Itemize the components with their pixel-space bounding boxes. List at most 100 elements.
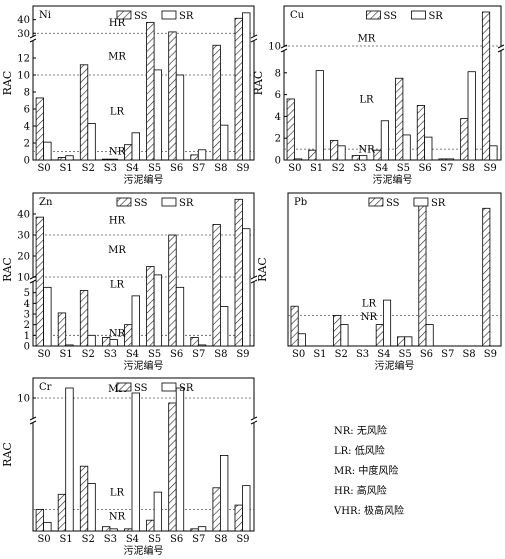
x-tick-label: S7 bbox=[440, 163, 453, 174]
chart-pb: S0 S1 S2 S3 S4 S5 S6 S7 S8 S9 LR NR Pb SS SR RAC 污泥编号 bbox=[256, 192, 502, 372]
legend-swatch-sr bbox=[161, 10, 177, 20]
x-tick-label: S8 bbox=[214, 349, 227, 360]
y-tick-label: 8 bbox=[275, 68, 281, 79]
bar-sr bbox=[87, 334, 96, 347]
x-tick-label: S7 bbox=[192, 349, 205, 360]
bar-ss bbox=[124, 528, 133, 532]
x-tick-label: S3 bbox=[104, 534, 117, 545]
bar-ss bbox=[397, 336, 406, 347]
x-tick-label: S4 bbox=[126, 534, 139, 545]
x-tick-label: S9 bbox=[484, 163, 497, 174]
bar-sr bbox=[43, 286, 52, 347]
y-tick-label: 40 bbox=[17, 210, 30, 221]
bar-ss bbox=[57, 312, 67, 347]
bar-ss bbox=[290, 305, 299, 347]
y-tick-label: 6 bbox=[24, 105, 30, 116]
legend-label-ss: SS bbox=[383, 11, 397, 22]
bar-sr bbox=[359, 155, 368, 161]
bar-sr bbox=[380, 120, 389, 161]
x-tick-label: S1 bbox=[60, 163, 73, 174]
plot-frame bbox=[32, 5, 255, 161]
bar-sr bbox=[402, 134, 411, 161]
zone-label: NR bbox=[109, 329, 126, 340]
metal-label: Pb bbox=[294, 197, 307, 208]
bar-sr bbox=[153, 274, 163, 347]
bar-sr bbox=[153, 69, 163, 161]
bar-ss bbox=[373, 149, 382, 161]
x-tick-label: S2 bbox=[82, 163, 95, 174]
y-axis-label: RAC bbox=[256, 257, 269, 282]
zone-label: LR bbox=[110, 107, 125, 118]
x-tick-label: S9 bbox=[236, 534, 249, 545]
legend-swatch-sr bbox=[161, 197, 177, 207]
bar-ss bbox=[212, 487, 221, 532]
bar-ss bbox=[190, 337, 199, 347]
y-tick-label: 30 bbox=[17, 231, 30, 242]
x-tick-label: S6 bbox=[170, 163, 183, 174]
y-axis-label: RAC bbox=[1, 71, 14, 96]
bar-sr bbox=[197, 526, 207, 532]
x-tick-label: S3 bbox=[356, 349, 369, 360]
bar-sr bbox=[340, 324, 349, 347]
plot-frame bbox=[283, 5, 502, 161]
metal-label: Cu bbox=[290, 10, 305, 21]
legend-swatch-ss bbox=[116, 382, 132, 392]
y-tick-label: 3 bbox=[24, 310, 30, 321]
zone-label: NR bbox=[358, 145, 375, 156]
bar-sr bbox=[337, 145, 346, 161]
chart-cu: S0 S1 S2 S3 S4 S5 S6 S7 S8 S9 0 2 4 6 8 10 MR LR NR Cu SS SR R… bbox=[252, 5, 505, 186]
legend-nr: NR: 无风险 bbox=[334, 426, 387, 437]
bar-ss bbox=[146, 266, 155, 347]
bar-sr bbox=[153, 491, 163, 532]
bar-ss bbox=[395, 77, 404, 161]
axis-break-mark bbox=[250, 34, 258, 39]
x-tick-label: S6 bbox=[418, 163, 431, 174]
bar-ss bbox=[146, 21, 155, 161]
axis-break-mark bbox=[497, 44, 505, 49]
chart-cr: S0S1S2S3S4S5S6S7S8S910MRLRNRCrSSSRRAC污泥编… bbox=[1, 377, 258, 557]
x-tick-label: S7 bbox=[192, 534, 205, 545]
legend-swatch-sr bbox=[161, 382, 177, 392]
bar-sr bbox=[242, 12, 251, 161]
y-tick-label: 4 bbox=[24, 122, 30, 133]
y-tick-label: 0 bbox=[24, 156, 30, 167]
bar-ss bbox=[333, 314, 342, 347]
x-axis-label: 污泥编号 bbox=[373, 173, 413, 186]
axis-break-gap bbox=[30, 36, 257, 41]
x-tick-label: S1 bbox=[60, 349, 73, 360]
x-tick-label: S0 bbox=[37, 163, 50, 174]
zone-label: NR bbox=[361, 312, 378, 323]
bar-sr bbox=[197, 344, 207, 347]
y-tick-label: 2 bbox=[275, 134, 281, 145]
legend-swatch-sr bbox=[413, 197, 429, 207]
bar-ss bbox=[286, 98, 295, 161]
y-tick-label: 2 bbox=[24, 139, 30, 150]
zone-label: MR bbox=[108, 245, 126, 256]
y-tick-label: 10 bbox=[268, 42, 281, 53]
bar-sr bbox=[294, 158, 303, 161]
legend-mr: MR: 中度风险 bbox=[334, 466, 399, 477]
legend-label-sr: SR bbox=[179, 11, 194, 22]
x-axis-label: 污泥编号 bbox=[124, 544, 164, 557]
bar-ss bbox=[460, 118, 469, 161]
legend-swatch-ss bbox=[368, 197, 384, 207]
zone-label: HR bbox=[109, 216, 126, 227]
bar-sr bbox=[109, 158, 118, 161]
bar-sr bbox=[131, 295, 140, 347]
x-tick-label: S5 bbox=[148, 534, 161, 545]
y-tick-label: 10 bbox=[17, 394, 30, 405]
bar-ss bbox=[79, 64, 89, 161]
x-tick-label: S7 bbox=[441, 349, 454, 360]
x-tick-label: S8 bbox=[214, 534, 227, 545]
bar-sr bbox=[43, 521, 52, 532]
x-tick-label: S9 bbox=[484, 349, 497, 360]
bar-ss bbox=[330, 139, 339, 161]
axis-break-gap bbox=[30, 277, 257, 282]
bar-sr bbox=[65, 344, 74, 347]
bar-ss bbox=[124, 324, 133, 347]
bar-ss bbox=[35, 216, 45, 347]
x-tick-label: S5 bbox=[148, 163, 161, 174]
legend-vhr: VHR: 极高风险 bbox=[334, 506, 405, 517]
